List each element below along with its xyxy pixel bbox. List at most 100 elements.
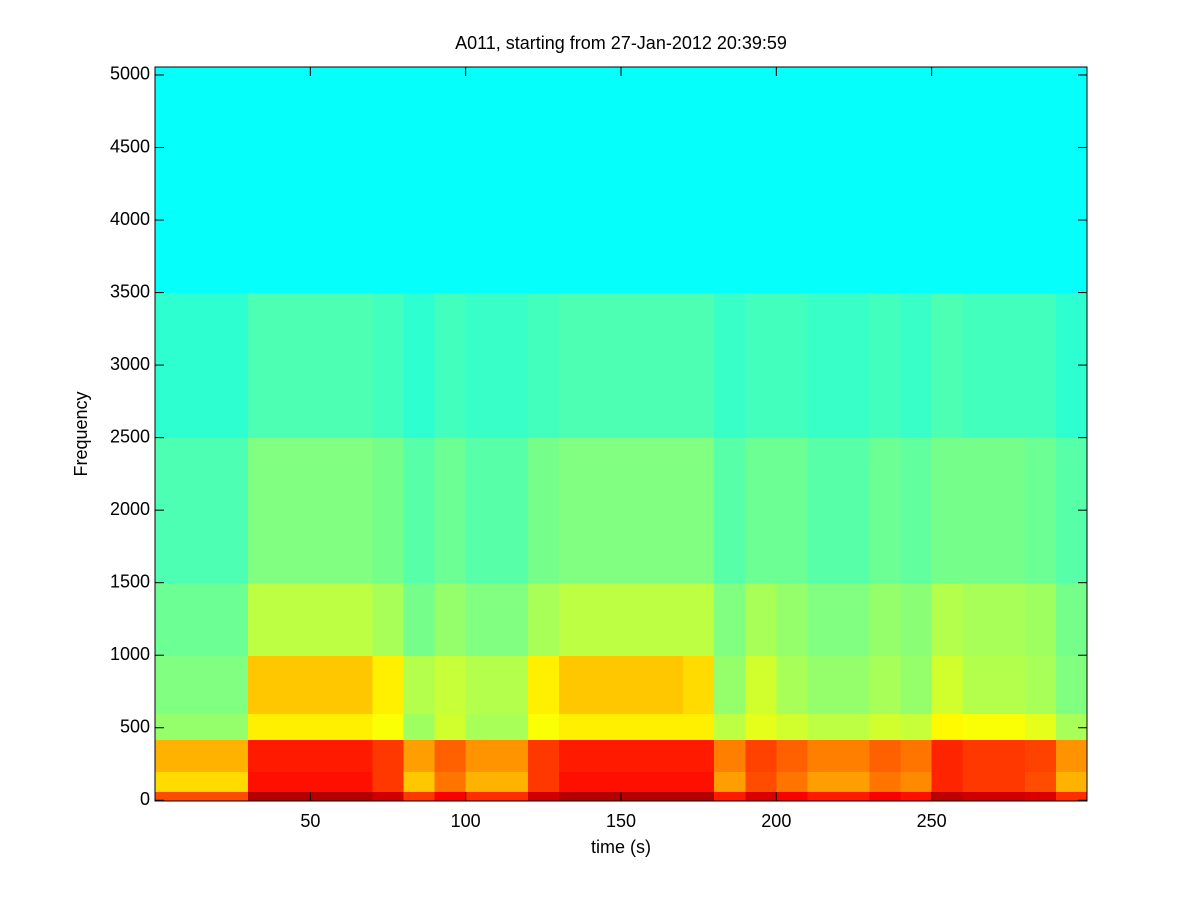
heatmap-cell (403, 739, 436, 772)
heatmap-cell (496, 739, 529, 772)
heatmap-cell (186, 771, 218, 793)
heatmap-cell (807, 771, 840, 793)
heatmap-cell (962, 655, 995, 714)
heatmap-cell (683, 582, 715, 656)
y-tick-label: 1500 (110, 571, 150, 591)
heatmap-cell (838, 791, 871, 801)
heatmap-cell (621, 67, 653, 294)
heatmap-cell (714, 582, 746, 656)
heatmap-cell (248, 713, 280, 740)
heatmap-cell (558, 713, 591, 740)
heatmap-cell (745, 655, 777, 714)
heatmap-cell (372, 67, 405, 294)
heatmap-cell (434, 582, 467, 656)
heatmap-cell (403, 655, 436, 714)
heatmap-cell (403, 582, 436, 656)
axes: 50 100 150 200 25005001000150020002500300035… (110, 64, 1088, 831)
heatmap-cell (310, 791, 342, 801)
heatmap-cell (341, 739, 374, 772)
heatmap-cell (683, 791, 715, 801)
heatmap-cell (838, 713, 871, 740)
heatmap-cell (962, 292, 995, 439)
heatmap-cell (869, 582, 902, 656)
heatmap-cell (434, 739, 467, 772)
heatmap-cell (434, 791, 467, 801)
heatmap-cell (558, 437, 591, 584)
heatmap-cell (683, 713, 715, 740)
heatmap-cell (186, 791, 218, 801)
heatmap-cell (683, 655, 715, 714)
heatmap-cell (248, 791, 280, 801)
heatmap-cell (279, 437, 311, 584)
heatmap-cell (248, 739, 280, 772)
heatmap-cell (838, 739, 871, 772)
heatmap-cell (652, 582, 684, 656)
heatmap-cell (807, 791, 840, 801)
heatmap-cell (217, 437, 249, 584)
heatmap-cell (279, 771, 311, 793)
heatmap-cell (186, 582, 218, 656)
heatmap-cell (745, 67, 777, 294)
chart-title: A011, starting from 27-Jan-2012 20:39:59 (455, 33, 787, 53)
y-tick-label: 500 (120, 716, 150, 736)
heatmap-cell (589, 713, 622, 740)
heatmap-cell (714, 771, 746, 793)
heatmap-cell (248, 437, 280, 584)
heatmap-cell (403, 713, 436, 740)
heatmap-cell (1024, 791, 1057, 801)
heatmap-cell (1055, 791, 1088, 801)
heatmap-cell (465, 67, 498, 294)
heatmap-cell (496, 582, 529, 656)
heatmap-cell (683, 771, 715, 793)
heatmap-cell (248, 655, 280, 714)
heatmap-cell (776, 739, 808, 772)
x-tick-label: 50 (300, 811, 320, 831)
heatmap-cell (683, 67, 715, 294)
heatmap-cell (341, 713, 374, 740)
heatmap-cell (589, 437, 622, 584)
heatmap-cell (527, 437, 560, 584)
heatmap-cell (993, 791, 1026, 801)
heatmap-cell (558, 791, 591, 801)
heatmap-cell (838, 655, 871, 714)
heatmap-cell (869, 67, 902, 294)
heatmap-cell (279, 739, 311, 772)
heatmap-cell (186, 739, 218, 772)
heatmap-cell (652, 791, 684, 801)
heatmap-cell (527, 739, 560, 772)
heatmap-cell (310, 582, 342, 656)
heatmap-cell (931, 771, 964, 793)
heatmap-cell (372, 582, 405, 656)
heatmap-cell (589, 739, 622, 772)
heatmap-cell (372, 655, 405, 714)
heatmap-cell (155, 67, 187, 294)
heatmap-cell (341, 292, 374, 439)
heatmap-cell (900, 67, 933, 294)
heatmap-cell (217, 655, 249, 714)
heatmap-cell (900, 582, 933, 656)
heatmap-cell (962, 791, 995, 801)
heatmap-cell (341, 67, 374, 294)
heatmap-cell (465, 655, 498, 714)
heatmap-cell (186, 292, 218, 439)
heatmap-cell (869, 791, 902, 801)
heatmap-cell (186, 67, 218, 294)
heatmap-cell (558, 771, 591, 793)
heatmap-cell (217, 292, 249, 439)
heatmap-cell (465, 713, 498, 740)
heatmap-cell (1024, 739, 1057, 772)
heatmap-cell (217, 582, 249, 656)
heatmap-cell (434, 67, 467, 294)
heatmap-cell (248, 67, 280, 294)
heatmap-cell (807, 582, 840, 656)
heatmap-cell (1024, 437, 1057, 584)
heatmap-cell (248, 292, 280, 439)
heatmap-cell (807, 292, 840, 439)
heatmap-cell (962, 67, 995, 294)
heatmap-cell (621, 292, 653, 439)
heatmap-cell (155, 791, 187, 801)
heatmap-cell (838, 67, 871, 294)
heatmap-cell (652, 67, 684, 294)
heatmap-cell (900, 791, 933, 801)
